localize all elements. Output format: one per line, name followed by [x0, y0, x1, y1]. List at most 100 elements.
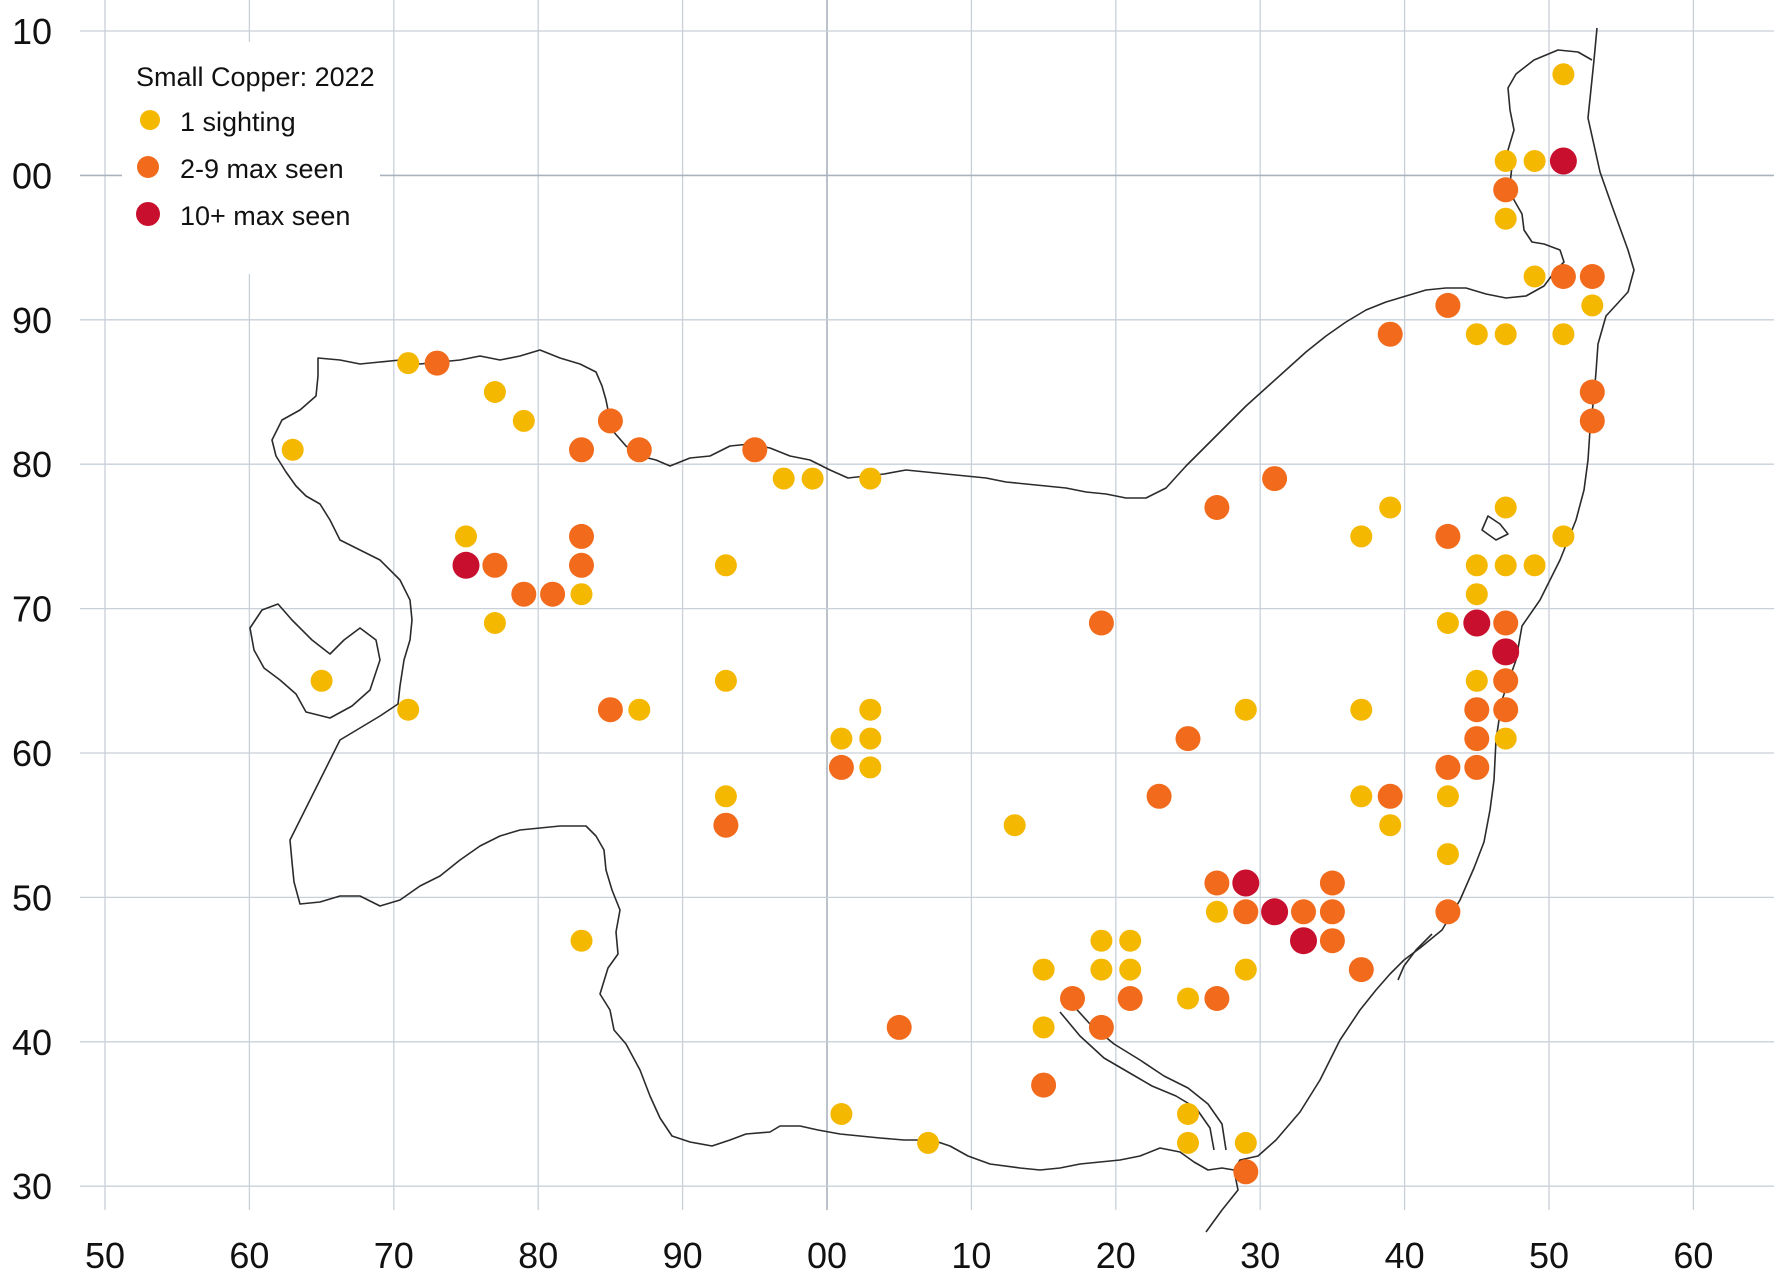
sighting-dot-one	[859, 756, 882, 779]
sighting-dot-many	[1290, 927, 1317, 955]
sighting-dot-one	[1552, 323, 1575, 346]
sighting-dot-one	[1494, 554, 1517, 577]
sighting-dot-one	[1523, 265, 1546, 288]
sighting-dot-one	[1494, 727, 1517, 750]
sighting-dot-one	[1379, 814, 1402, 837]
sighting-dot-few	[1146, 783, 1172, 809]
x-tick-label: 50	[1529, 1235, 1569, 1276]
x-tick-label: 30	[1240, 1235, 1280, 1276]
y-tick-label: 00	[12, 155, 52, 196]
sighting-dot-one	[1090, 958, 1113, 981]
legend-label-few: 2-9 max seen	[180, 154, 344, 184]
sighting-dot-one	[1523, 554, 1546, 577]
sighting-dot-few	[1435, 899, 1461, 925]
y-tick-label: 10	[12, 11, 52, 52]
sighting-dot-one	[1494, 150, 1517, 172]
sighting-dot-one	[1494, 323, 1517, 346]
sighting-dot-few	[569, 437, 594, 463]
sighting-dot-few	[1493, 697, 1519, 723]
sighting-dot-few	[1550, 264, 1576, 289]
sighting-dot-few	[1348, 957, 1374, 983]
sighting-dot-one	[1119, 958, 1142, 981]
y-tick-label: 80	[12, 444, 52, 485]
sighting-dot-few	[1493, 668, 1519, 694]
x-tick-label: 90	[663, 1235, 703, 1276]
coastal-spit	[1397, 933, 1433, 981]
sighting-dot-few	[1579, 264, 1605, 289]
sighting-dot-few	[1204, 870, 1230, 896]
sighting-dot-one	[801, 467, 824, 490]
sighting-dot-one	[1177, 1103, 1199, 1125]
sighting-dot-one	[1552, 525, 1575, 548]
sighting-dot-one	[455, 525, 477, 548]
sighting-dot-few	[1060, 986, 1085, 1011]
sighting-dot-few	[569, 523, 594, 549]
sighting-dot-few	[1117, 986, 1143, 1011]
sighting-dot-one	[1205, 900, 1228, 923]
sighting-dot-many	[452, 551, 480, 579]
x-tick-label: 60	[1673, 1235, 1713, 1276]
sighting-dot-few	[828, 754, 854, 780]
sighting-dot-few	[597, 697, 623, 723]
sighting-dot-one	[1350, 785, 1373, 808]
county-boundary	[249, 27, 1635, 1233]
sighting-dot-many	[1492, 638, 1520, 666]
sighting-dot-one	[570, 583, 593, 606]
sighting-dot-few	[1233, 899, 1259, 925]
y-axis-ticks: 10 00 90 80 70 60 50 40 30	[12, 11, 52, 1207]
x-tick-label: 50	[85, 1235, 125, 1276]
sighting-dot-one	[483, 381, 506, 403]
x-tick-label: 20	[1096, 1235, 1136, 1276]
sighting-dot-one	[1234, 1131, 1257, 1154]
x-tick-label: 70	[374, 1235, 414, 1276]
sighting-dot-one	[1552, 63, 1575, 86]
x-tick-label: 00	[807, 1235, 847, 1276]
sighting-dot-few	[1435, 292, 1461, 318]
sighting-dot-one	[1465, 323, 1488, 346]
sighting-dot-one	[397, 352, 420, 375]
sighting-dot-one	[714, 554, 737, 577]
y-tick-label: 70	[12, 589, 52, 630]
y-tick-label: 50	[12, 877, 52, 918]
sighting-dot-few	[1031, 1072, 1057, 1098]
sighting-dot-one	[281, 438, 304, 461]
sighting-dot-few	[511, 581, 537, 607]
sighting-dot-few	[1233, 1159, 1259, 1185]
sighting-dot-one	[512, 409, 535, 432]
sighting-dot-few	[1319, 899, 1345, 925]
y-tick-label: 40	[12, 1022, 52, 1063]
y-tick-label: 30	[12, 1166, 52, 1207]
sighting-dot-one	[1177, 987, 1199, 1010]
sighting-dot-few	[886, 1014, 912, 1040]
sighting-dot-few	[1377, 321, 1403, 347]
grid-lines	[80, 0, 1774, 1210]
legend-label-one: 1 sighting	[180, 107, 296, 137]
sighting-dot-many	[1463, 609, 1491, 637]
legend-title: Small Copper: 2022	[136, 62, 375, 92]
sighting-dot-few	[1088, 610, 1114, 636]
sighting-dot-one	[1003, 814, 1026, 837]
sighting-dot-few	[1377, 783, 1403, 809]
sighting-dot-few	[1204, 495, 1230, 520]
sighting-dot-one	[1494, 496, 1517, 519]
legend-background	[122, 42, 380, 274]
sighting-dot-few	[1435, 523, 1461, 549]
sighting-dot-few	[569, 552, 594, 578]
sighting-dot-one	[830, 727, 853, 750]
sighting-dot-few	[1493, 610, 1519, 636]
x-tick-label: 60	[229, 1235, 269, 1276]
sighting-dot-few	[1435, 754, 1461, 780]
sighting-dot-one	[859, 467, 882, 490]
sighting-dot-one	[1177, 1131, 1199, 1154]
sighting-dot-one	[1436, 612, 1459, 634]
y-tick-label: 60	[12, 733, 52, 774]
estuary-left-bank	[1059, 1011, 1215, 1151]
sighting-dot-one	[310, 669, 333, 692]
x-axis-ticks: 50 60 70 80 90 00 10 20 30 40 50 60	[85, 1235, 1713, 1276]
sighting-dot-one	[483, 612, 506, 634]
river-inlet-south	[1205, 1169, 1239, 1233]
legend-label-many: 10+ max seen	[180, 201, 350, 231]
sighting-dot-one	[1494, 207, 1517, 230]
sighting-dot-few	[1291, 899, 1316, 925]
